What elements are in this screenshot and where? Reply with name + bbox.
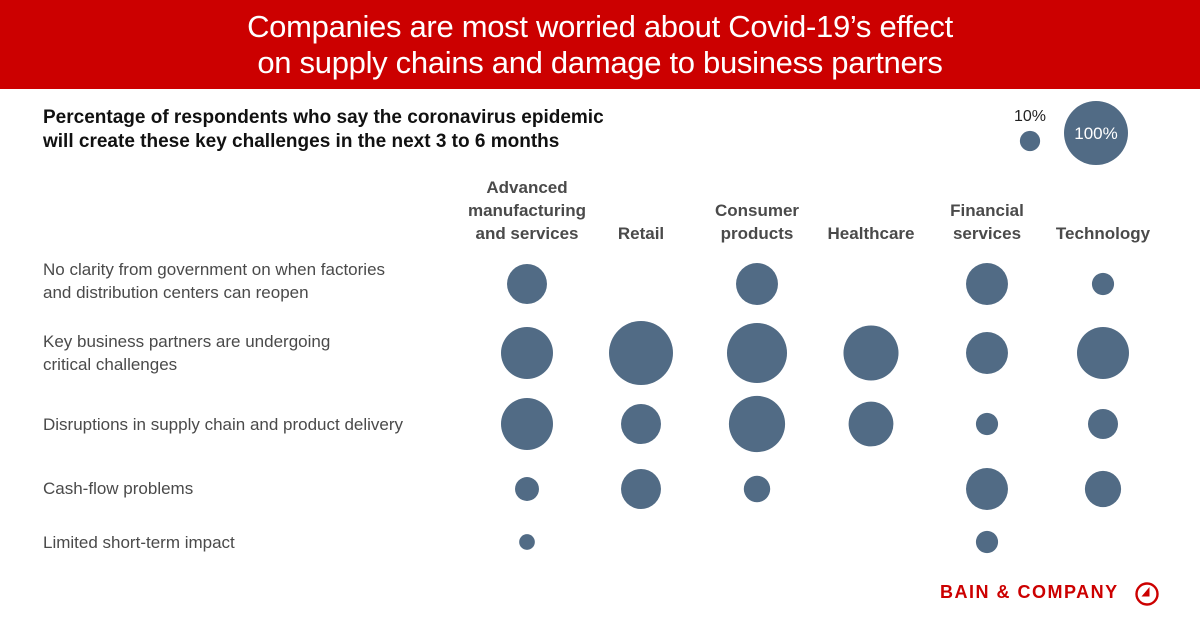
column-header-line: Financial bbox=[950, 201, 1024, 220]
bubble bbox=[966, 332, 1008, 374]
bubble bbox=[743, 475, 771, 503]
headline-banner: Companies are most worried about Covid-1… bbox=[0, 0, 1200, 89]
column-header: Retail bbox=[618, 222, 664, 245]
chart-subtitle: Percentage of respondents who say the co… bbox=[43, 106, 604, 154]
legend-label-large: 100% bbox=[1074, 124, 1117, 143]
bubble bbox=[728, 395, 786, 453]
legend-bubble-small bbox=[1019, 130, 1041, 152]
headline-line-2: on supply chains and damage to business … bbox=[257, 45, 943, 80]
bubble bbox=[975, 530, 999, 554]
row-label-line: Cash-flow problems bbox=[43, 479, 194, 498]
chart-subtitle-line-2: will create these key challenges in the … bbox=[43, 131, 560, 152]
row-label: Limited short-term impact bbox=[43, 531, 235, 554]
bain-logo-icon bbox=[1135, 582, 1159, 606]
legend-bubble-large bbox=[1064, 101, 1128, 165]
bubble bbox=[621, 469, 661, 509]
bubble bbox=[519, 534, 535, 550]
row-label-line: Disruptions in supply chain and product … bbox=[43, 415, 404, 434]
bubble bbox=[966, 263, 1008, 305]
brand-wordmark: BAIN & COMPANY bbox=[940, 582, 1119, 602]
bubble bbox=[515, 477, 539, 501]
bubble bbox=[975, 412, 999, 436]
bubble bbox=[726, 322, 788, 384]
column-header: Healthcare bbox=[828, 222, 915, 245]
row-label: Cash-flow problems bbox=[43, 477, 193, 500]
column-header-line: products bbox=[720, 224, 794, 243]
column-header: Consumer products bbox=[715, 199, 799, 245]
column-header: Financial services bbox=[950, 199, 1024, 245]
column-header-line: Consumer bbox=[714, 201, 800, 220]
column-header: Advanced manufacturing and services bbox=[468, 176, 586, 245]
row-label-line: Limited short-term impact bbox=[43, 533, 235, 552]
bubble bbox=[501, 398, 553, 450]
headline-line-1: Companies are most worried about Covid-1… bbox=[247, 9, 953, 44]
column-header: Technology bbox=[1056, 222, 1150, 245]
bubble bbox=[1077, 327, 1129, 379]
bubble bbox=[501, 327, 553, 379]
column-header-line: Healthcare bbox=[827, 224, 915, 243]
bubble bbox=[1091, 272, 1115, 296]
row-label: Key business partners are undergoing crit… bbox=[43, 330, 330, 376]
column-header-line: and services bbox=[475, 224, 579, 243]
column-header-line: Retail bbox=[617, 224, 665, 243]
bubble bbox=[843, 325, 899, 381]
column-header-line: manufacturing bbox=[467, 201, 587, 220]
bubble bbox=[1087, 408, 1119, 440]
bubble bbox=[609, 321, 673, 385]
legend-label-small: 10% bbox=[1014, 108, 1047, 125]
row-label-line: and distribution centers can reopen bbox=[43, 283, 309, 302]
bubble bbox=[621, 404, 661, 444]
bubble bbox=[736, 263, 778, 305]
chart-subtitle-line-1: Percentage of respondents who say the co… bbox=[43, 107, 604, 128]
column-header-line: Advanced bbox=[486, 178, 568, 197]
row-label-line: critical challenges bbox=[43, 355, 178, 374]
row-label: No clarity from government on when facto… bbox=[43, 258, 385, 304]
bubble bbox=[966, 468, 1008, 510]
row-label-line: Key business partners are undergoing bbox=[43, 332, 331, 351]
row-label: Disruptions in supply chain and product … bbox=[43, 413, 403, 436]
column-header-line: Technology bbox=[1055, 224, 1151, 243]
bubble bbox=[507, 264, 547, 304]
row-label-line: No clarity from government on when facto… bbox=[43, 260, 386, 279]
bubble bbox=[1084, 470, 1122, 508]
column-header-line: services bbox=[952, 224, 1022, 243]
bubble bbox=[848, 401, 894, 447]
